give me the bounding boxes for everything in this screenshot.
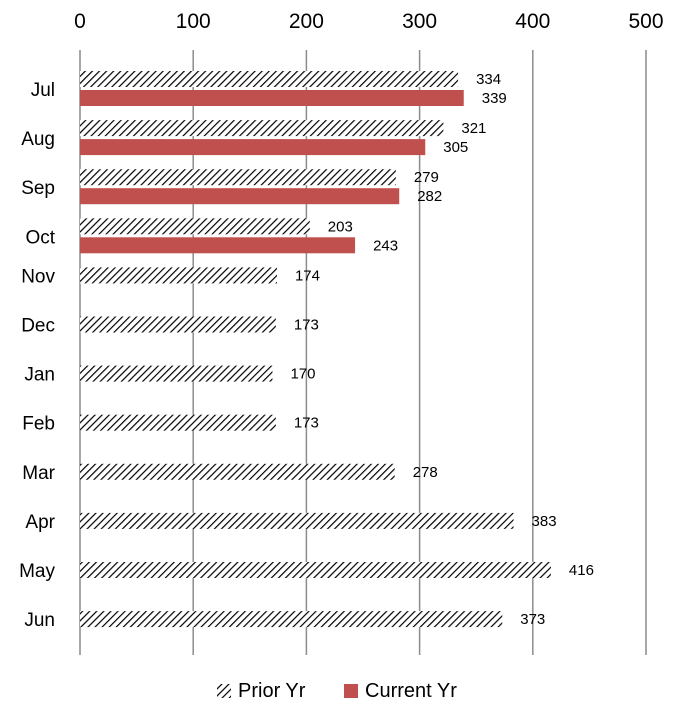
- x-tick-label: 200: [289, 10, 324, 33]
- bar-prior-jan: [80, 365, 273, 382]
- legend-label-prior: Prior Yr: [238, 680, 306, 702]
- x-tick-label: 400: [515, 10, 550, 33]
- data-label-prior: 383: [532, 513, 557, 530]
- bar-current-sep: [80, 188, 400, 205]
- bar-prior-dec: [80, 316, 276, 333]
- category-label: Apr: [25, 512, 55, 533]
- data-label-current: 339: [482, 90, 507, 107]
- data-label-current: 282: [417, 188, 442, 205]
- data-label-prior: 278: [413, 464, 438, 481]
- bar-prior-mar: [80, 463, 395, 480]
- category-label: Sep: [21, 178, 55, 199]
- bar-current-aug: [80, 139, 426, 156]
- category-label: Mar: [22, 463, 55, 484]
- x-axis-ticks: 0 100 200 300 400 500: [74, 10, 663, 33]
- bar-prior-aug: [80, 120, 444, 137]
- bar-current-oct: [80, 237, 356, 254]
- data-label-prior: 170: [290, 366, 315, 383]
- bar-prior-apr: [80, 512, 514, 529]
- legend-swatch-current: [344, 684, 358, 698]
- data-label-prior: 373: [520, 611, 545, 628]
- category-label: Feb: [22, 414, 55, 435]
- data-label-prior: 334: [476, 71, 501, 88]
- category-label: Aug: [21, 129, 55, 150]
- bar-prior-oct: [80, 218, 310, 235]
- bar-prior-jun: [80, 611, 503, 628]
- legend: Prior Yr Current Yr: [217, 680, 457, 702]
- data-label-prior: 173: [294, 317, 319, 334]
- legend-swatch-prior: [217, 684, 231, 698]
- data-label-prior: 416: [569, 562, 594, 579]
- x-tick-label: 100: [176, 10, 211, 33]
- bar-prior-sep: [80, 169, 396, 186]
- category-label: Jan: [24, 365, 55, 386]
- data-label-current: 243: [373, 237, 398, 254]
- bars: [80, 71, 551, 628]
- category-label: Oct: [25, 227, 55, 248]
- category-label: Dec: [21, 316, 55, 337]
- data-label-prior: 203: [328, 218, 353, 235]
- data-label-prior: 279: [414, 169, 439, 186]
- y-axis-categories: Jul Aug Sep Oct Nov Dec Jan Feb Mar Apr May Jun: [19, 80, 56, 631]
- x-tick-label: 0: [74, 10, 86, 33]
- bar-prior-may: [80, 562, 551, 578]
- data-label-prior: 321: [461, 120, 486, 137]
- legend-label-current: Current Yr: [365, 680, 457, 702]
- data-label-prior: 173: [294, 415, 319, 432]
- data-label-prior: 174: [295, 267, 320, 284]
- data-label-current: 305: [443, 139, 468, 156]
- bar-prior-feb: [80, 414, 276, 431]
- bar-prior-nov: [80, 267, 277, 284]
- category-label: Nov: [21, 266, 55, 287]
- bar-prior-jul: [80, 71, 459, 87]
- category-label: May: [19, 561, 55, 582]
- bar-current-jul: [80, 90, 464, 106]
- category-label: Jun: [24, 610, 55, 631]
- category-label: Jul: [31, 80, 55, 101]
- x-tick-label: 300: [402, 10, 437, 33]
- x-tick-label: 500: [628, 10, 663, 33]
